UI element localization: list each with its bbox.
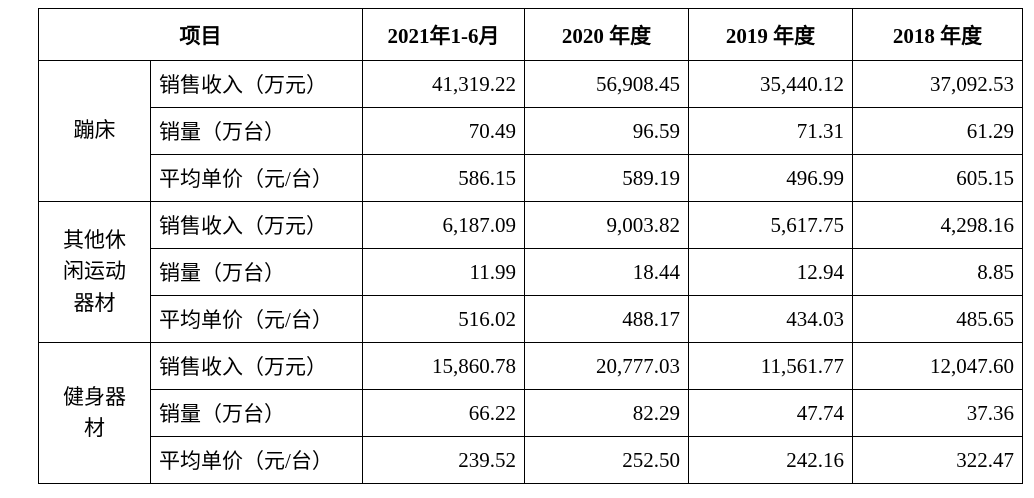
value-cell: 35,440.12 <box>688 60 853 108</box>
table-row: 蹦床 销售收入（万元） 41,319.22 56,908.45 35,440.12 37,… <box>38 60 1023 202</box>
value-cell: 6,187.09 <box>362 201 525 249</box>
value-cell: 516.02 <box>362 295 525 343</box>
value-cell: 15,860.78 <box>362 342 525 390</box>
value-cell: 488.17 <box>524 295 689 343</box>
value-cell: 47.74 <box>688 389 853 437</box>
table-row: 平均单价（元/台） 516.02 488.17 434.03 485.65 <box>39 295 1023 343</box>
value-cell: 8.85 <box>852 248 1023 296</box>
value-cell: 496.99 <box>688 154 853 202</box>
value-cell: 605.15 <box>852 154 1023 202</box>
value-cell: 11.99 <box>362 248 525 296</box>
table-row: 其他休闲运动器材 销售收入（万元） 6,187.09 9,003.82 5,617.75… <box>38 201 1023 343</box>
value-cell: 11,561.77 <box>688 342 853 390</box>
value-cell: 239.52 <box>362 436 525 484</box>
table-row: 平均单价（元/台） 586.15 589.19 496.99 605.15 <box>39 154 1023 202</box>
row-label: 销售收入（万元） <box>150 342 363 390</box>
value-cell: 20,777.03 <box>524 342 689 390</box>
row-label: 平均单价（元/台） <box>150 295 363 343</box>
group-name: 健身器材 <box>63 384 126 441</box>
value-cell: 9,003.82 <box>524 201 689 249</box>
row-label: 平均单价（元/台） <box>150 154 363 202</box>
value-cell: 37.36 <box>852 389 1023 437</box>
data-table: 项目 2021年1-6月 2020 年度 2019 年度 2018 年度 蹦床销… <box>38 8 1023 484</box>
value-cell: 589.19 <box>524 154 689 202</box>
table-row: 销量（万台） 70.49 96.59 71.31 61.29 <box>39 107 1023 155</box>
table-row: 销量（万台） 66.22 82.29 47.74 37.36 <box>39 389 1023 437</box>
row-label: 销售收入（万元） <box>150 201 363 249</box>
value-cell: 56,908.45 <box>524 60 689 108</box>
group-name: 蹦床 <box>73 118 116 143</box>
value-cell: 586.15 <box>362 154 525 202</box>
value-cell: 322.47 <box>852 436 1023 484</box>
value-cell: 5,617.75 <box>688 201 853 249</box>
header-cell: 2021年1-6月 <box>362 8 525 61</box>
value-cell: 242.16 <box>688 436 853 484</box>
value-cell: 71.31 <box>688 107 853 155</box>
value-cell: 61.29 <box>852 107 1023 155</box>
group-cell: 其他休闲运动器材 <box>38 201 151 343</box>
value-cell: 12.94 <box>688 248 853 296</box>
header-cell: 2019 年度 <box>688 8 853 61</box>
row-label: 销售收入（万元） <box>150 60 363 108</box>
table-body: 蹦床 销售收入（万元） 41,319.22 56,908.45 35,440.12 37,… <box>38 60 1023 484</box>
group-name: 其他休闲运动器材 <box>63 227 126 315</box>
header-cell: 2018 年度 <box>852 8 1023 61</box>
header-cell: 项目 <box>38 8 363 61</box>
table-row: 健身器材 销售收入（万元） 15,860.78 20,777.03 11,561.77 1… <box>38 342 1023 484</box>
table-row: 平均单价（元/台） 239.52 252.50 242.16 322.47 <box>39 436 1023 484</box>
row-label: 销量（万台） <box>150 107 363 155</box>
value-cell: 82.29 <box>524 389 689 437</box>
value-cell: 37,092.53 <box>852 60 1023 108</box>
value-cell: 66.22 <box>362 389 525 437</box>
header-row: 项目 2021年1-6月 2020 年度 2019 年度 2018 年度 <box>38 8 1023 61</box>
group-cell: 蹦床 <box>38 60 151 202</box>
row-label: 平均单价（元/台） <box>150 436 363 484</box>
value-cell: 41,319.22 <box>362 60 525 108</box>
table-row: 销量（万台） 11.99 18.44 12.94 8.85 <box>39 248 1023 296</box>
row-label: 销量（万台） <box>150 248 363 296</box>
value-cell: 96.59 <box>524 107 689 155</box>
header-cell: 2020 年度 <box>524 8 689 61</box>
value-cell: 252.50 <box>524 436 689 484</box>
value-cell: 434.03 <box>688 295 853 343</box>
value-cell: 4,298.16 <box>852 201 1023 249</box>
value-cell: 12,047.60 <box>852 342 1023 390</box>
row-label: 销量（万台） <box>150 389 363 437</box>
value-cell: 485.65 <box>852 295 1023 343</box>
value-cell: 18.44 <box>524 248 689 296</box>
group-cell: 健身器材 <box>38 342 151 484</box>
value-cell: 70.49 <box>362 107 525 155</box>
